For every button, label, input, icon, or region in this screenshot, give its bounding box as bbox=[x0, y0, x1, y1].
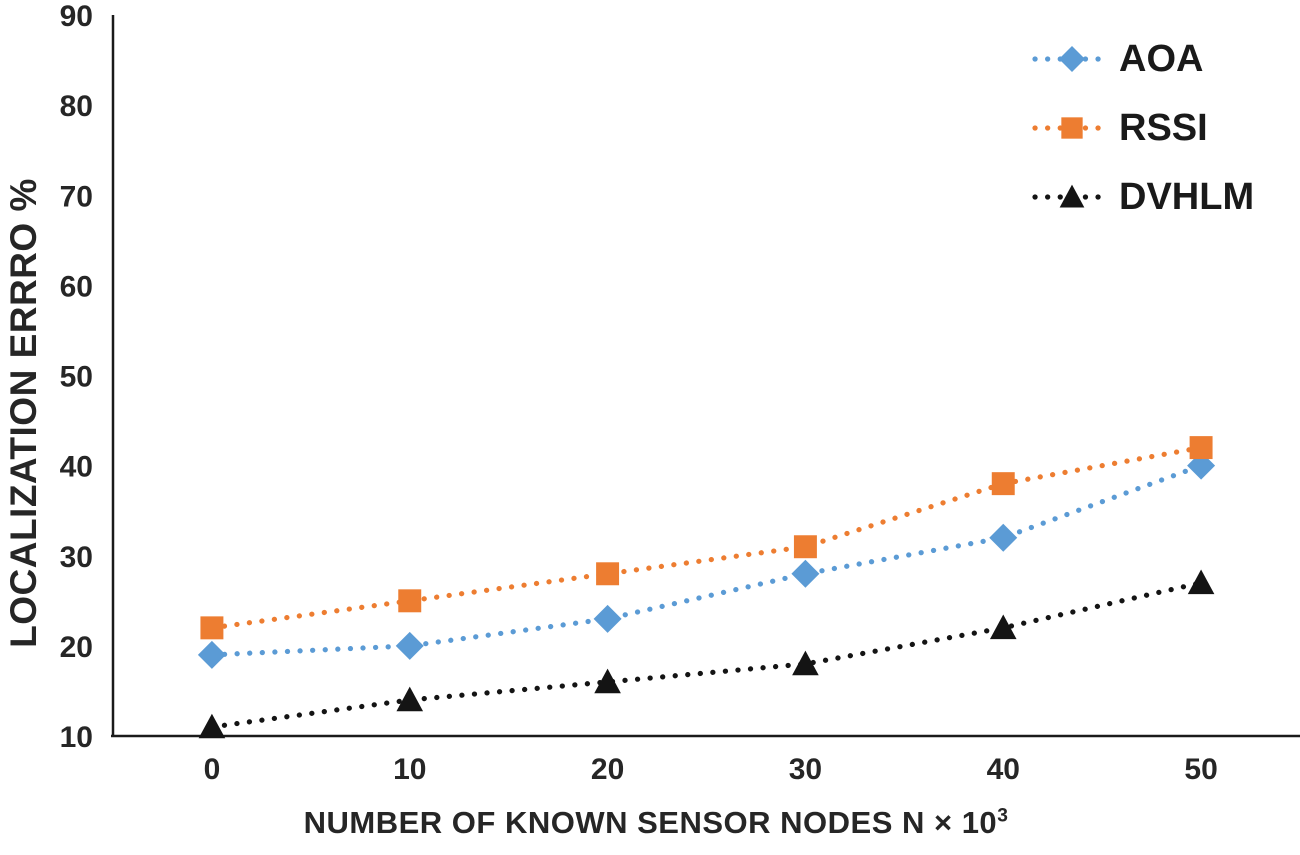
x-axis-title: NUMBER OF KNOWN SENSOR NODES N × 103 bbox=[304, 805, 1009, 841]
y-tick-label-40: 40 bbox=[60, 451, 93, 484]
data-point-rssi-x50 bbox=[1189, 436, 1213, 460]
legend-marker-rssi-square-icon bbox=[1032, 117, 1112, 139]
data-point-rssi-x30 bbox=[793, 535, 817, 559]
data-point-dvhlm-x50 bbox=[1187, 569, 1215, 595]
series-line-rssi bbox=[209, 445, 1204, 631]
data-point-aoa-x20 bbox=[593, 604, 622, 633]
legend-label-aoa: AOA bbox=[1119, 38, 1204, 80]
data-point-aoa-x0 bbox=[197, 640, 226, 669]
x-tick-label-30: 30 bbox=[789, 753, 822, 786]
y-tick-label-50: 50 bbox=[60, 361, 93, 394]
legend-label-dvhlm: DVHLM bbox=[1119, 176, 1255, 218]
legend-marker-dvhlm-triangle-icon bbox=[1032, 184, 1112, 208]
data-point-aoa-x40 bbox=[989, 523, 1018, 552]
data-point-rssi-x40 bbox=[991, 472, 1015, 496]
data-point-dvhlm-x30 bbox=[792, 650, 819, 676]
x-tick-label-10: 10 bbox=[393, 753, 426, 786]
y-tick-label-80: 80 bbox=[60, 90, 93, 123]
data-point-dvhlm-x20 bbox=[594, 668, 621, 694]
y-tick-label-30: 30 bbox=[60, 541, 93, 574]
legend-item-rssi: RSSI bbox=[1032, 105, 1254, 151]
y-axis-title: LOCALIZATION ERRRO % bbox=[3, 178, 44, 648]
series-line-dvhlm bbox=[209, 580, 1204, 730]
legend-item-dvhlm: DVHLM bbox=[1032, 174, 1254, 220]
data-point-rssi-x10 bbox=[398, 589, 422, 613]
legend-item-aoa: AOA bbox=[1032, 36, 1254, 82]
data-point-dvhlm-x0 bbox=[198, 713, 226, 739]
legend: AOA RSSI DVHLM bbox=[1032, 36, 1254, 220]
y-tick-label-70: 70 bbox=[60, 180, 93, 213]
x-tick-label-0: 0 bbox=[204, 753, 221, 786]
legend-glyph-marker-dvhlm bbox=[1059, 184, 1085, 208]
y-tick-label-20: 20 bbox=[60, 631, 93, 664]
x-tick-label-20: 20 bbox=[591, 753, 624, 786]
y-tick-label-90: 90 bbox=[60, 0, 93, 33]
data-point-dvhlm-x40 bbox=[989, 614, 1017, 640]
data-point-rssi-x0 bbox=[200, 616, 224, 640]
legend-glyph-marker-aoa bbox=[1059, 46, 1085, 72]
data-point-dvhlm-x10 bbox=[396, 686, 424, 712]
x-axis-title-superscript: 3 bbox=[997, 805, 1009, 827]
y-tick-label-60: 60 bbox=[60, 270, 93, 303]
legend-label-rssi: RSSI bbox=[1119, 107, 1208, 149]
x-tick-label-50: 50 bbox=[1184, 753, 1217, 786]
data-point-aoa-x30 bbox=[791, 559, 820, 588]
y-tick-label-10: 10 bbox=[60, 721, 93, 754]
x-tick-label-40: 40 bbox=[987, 753, 1020, 786]
series-line-aoa bbox=[209, 463, 1204, 658]
legend-marker-aoa-diamond-icon bbox=[1032, 46, 1112, 72]
x-axis-title-text: NUMBER OF KNOWN SENSOR NODES N × 10 bbox=[303, 805, 998, 840]
data-point-aoa-x10 bbox=[395, 631, 424, 660]
data-point-rssi-x20 bbox=[596, 562, 620, 586]
legend-glyph-marker-rssi bbox=[1061, 117, 1083, 139]
